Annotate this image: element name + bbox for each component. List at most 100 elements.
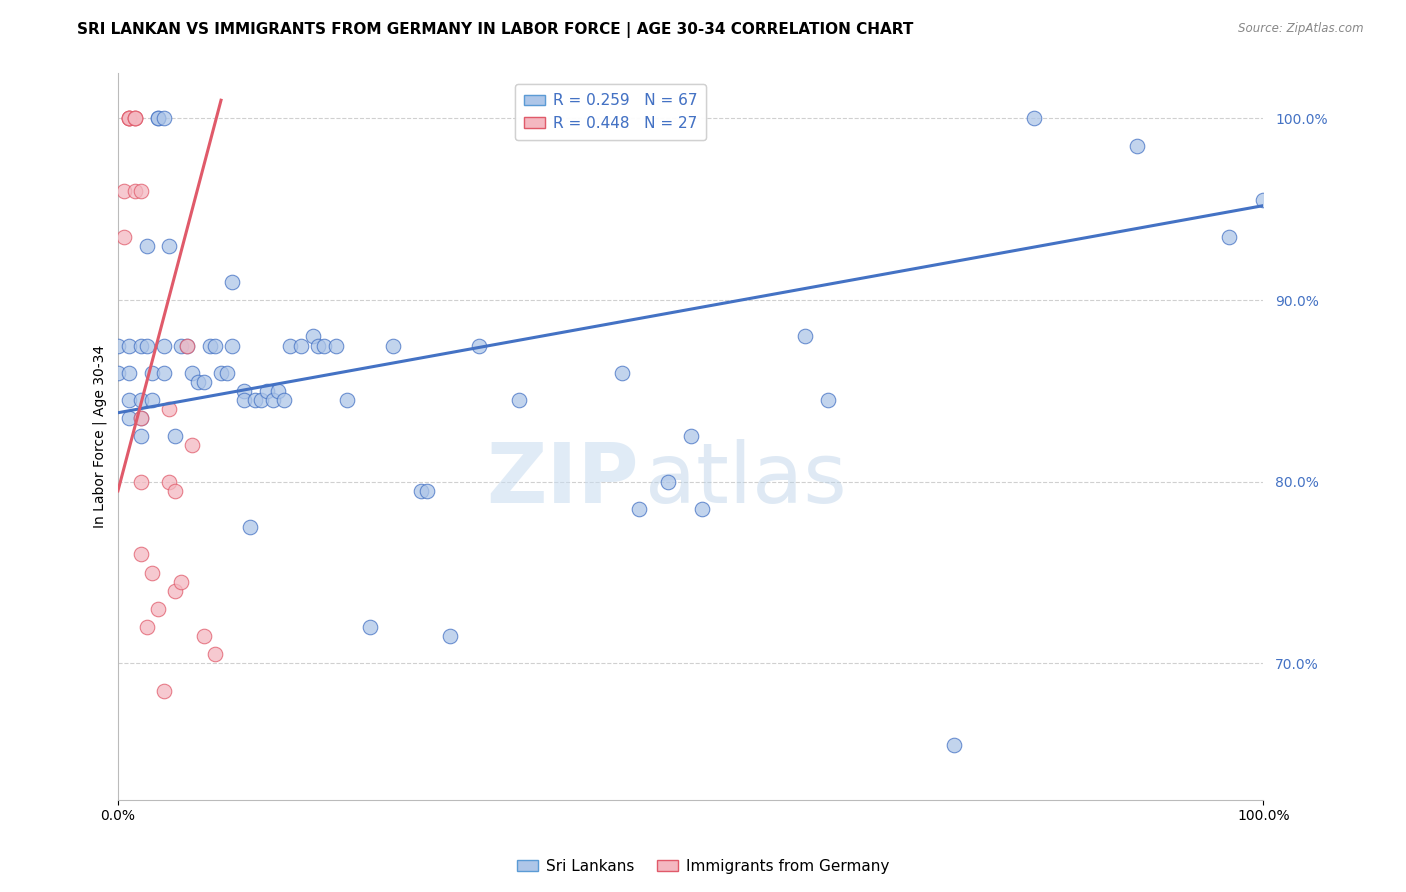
Point [232, 392, 254, 407]
Point [118, 338, 141, 352]
Point [943, 738, 966, 752]
Point [112, 184, 135, 198]
Point [336, 392, 359, 407]
Point [159, 475, 181, 489]
Point [221, 338, 243, 352]
Legend: R = 0.259   N = 67, R = 0.448   N = 27: R = 0.259 N = 67, R = 0.448 N = 27 [515, 84, 706, 140]
Point [176, 338, 198, 352]
Point [118, 112, 141, 126]
Point [325, 338, 347, 352]
Point [204, 338, 226, 352]
Point [159, 238, 181, 252]
Point [508, 392, 530, 407]
Point [307, 338, 329, 352]
Point [215, 366, 238, 380]
Point [628, 502, 651, 516]
Point [152, 683, 174, 698]
Point [141, 366, 163, 380]
Point [118, 112, 141, 126]
Point [1218, 229, 1240, 244]
Point [690, 502, 713, 516]
Point [152, 112, 174, 126]
Point [124, 112, 146, 126]
Point [204, 648, 226, 662]
Point [267, 384, 290, 398]
Point [135, 620, 157, 634]
Point [135, 238, 157, 252]
Point [176, 338, 198, 352]
Point [273, 392, 295, 407]
Point [159, 402, 181, 417]
Point [107, 338, 129, 352]
Point [467, 338, 489, 352]
Point [232, 384, 254, 398]
Point [679, 429, 702, 443]
Point [129, 184, 152, 198]
Point [193, 629, 215, 643]
Point [124, 184, 146, 198]
Point [1024, 112, 1046, 126]
Point [165, 483, 187, 498]
Point [141, 566, 163, 580]
Point [301, 329, 323, 343]
Point [794, 329, 817, 343]
Point [239, 520, 262, 534]
Point [221, 275, 243, 289]
Point [170, 338, 193, 352]
Point [152, 366, 174, 380]
Text: ZIP: ZIP [486, 440, 640, 520]
Point [146, 602, 169, 616]
Point [165, 583, 187, 598]
Point [129, 429, 152, 443]
Point [118, 112, 141, 126]
Point [181, 438, 204, 452]
Point [146, 112, 169, 126]
Point [416, 483, 439, 498]
Text: Source: ZipAtlas.com: Source: ZipAtlas.com [1239, 22, 1364, 36]
Point [124, 112, 146, 126]
Point [152, 338, 174, 352]
Point [124, 112, 146, 126]
Point [381, 338, 404, 352]
Point [129, 475, 152, 489]
Point [314, 338, 336, 352]
Point [610, 366, 633, 380]
Point [170, 574, 193, 589]
Point [193, 375, 215, 389]
Point [118, 112, 141, 126]
Point [657, 475, 679, 489]
Point [245, 392, 267, 407]
Point [439, 629, 461, 643]
Point [118, 366, 141, 380]
Point [1126, 138, 1149, 153]
Y-axis label: In Labor Force | Age 30-34: In Labor Force | Age 30-34 [93, 345, 107, 528]
Point [187, 375, 209, 389]
Point [256, 384, 278, 398]
Point [1253, 193, 1275, 207]
Point [278, 338, 301, 352]
Point [262, 392, 284, 407]
Point [146, 112, 169, 126]
Point [129, 411, 152, 425]
Point [198, 338, 221, 352]
Point [118, 392, 141, 407]
Text: SRI LANKAN VS IMMIGRANTS FROM GERMANY IN LABOR FORCE | AGE 30-34 CORRELATION CHA: SRI LANKAN VS IMMIGRANTS FROM GERMANY IN… [77, 22, 914, 38]
Text: atlas: atlas [645, 440, 846, 520]
Point [250, 392, 273, 407]
Point [135, 338, 157, 352]
Point [290, 338, 312, 352]
Point [129, 411, 152, 425]
Point [411, 483, 433, 498]
Point [165, 429, 187, 443]
Point [209, 366, 232, 380]
Point [107, 366, 129, 380]
Point [359, 620, 381, 634]
Point [817, 392, 839, 407]
Legend: Sri Lankans, Immigrants from Germany: Sri Lankans, Immigrants from Germany [510, 853, 896, 880]
Point [118, 411, 141, 425]
Point [129, 338, 152, 352]
Point [112, 229, 135, 244]
Point [141, 392, 163, 407]
Point [129, 392, 152, 407]
Point [129, 548, 152, 562]
